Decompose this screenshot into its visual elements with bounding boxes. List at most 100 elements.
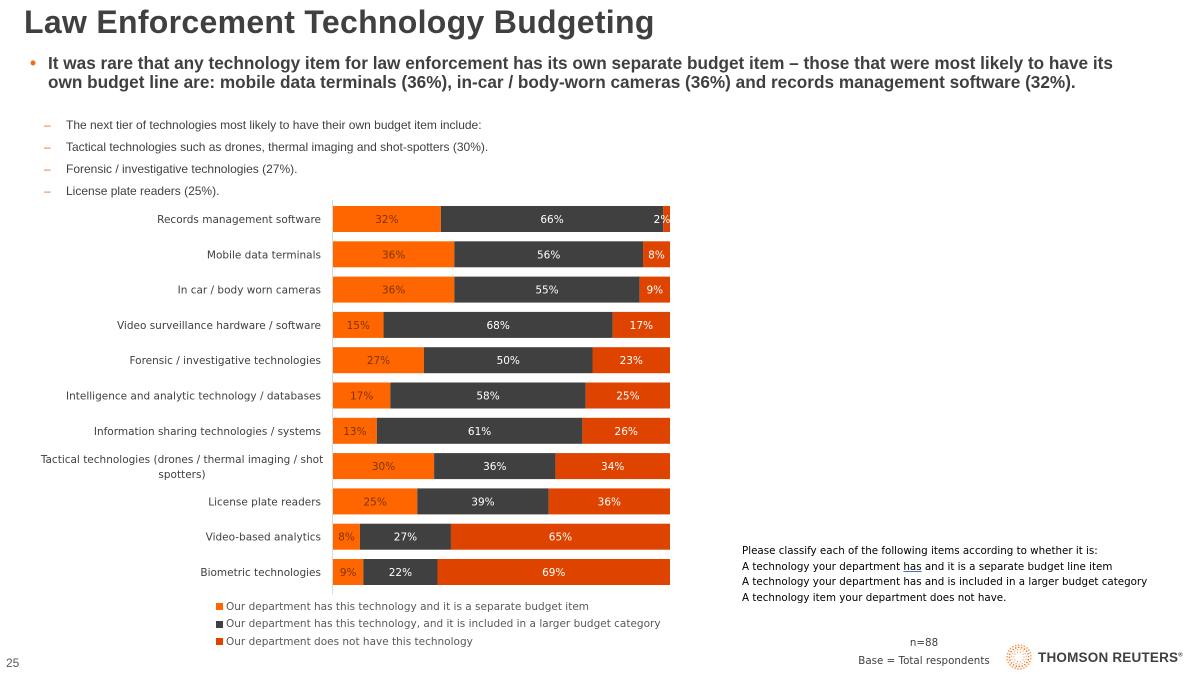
bar-segment (333, 417, 377, 444)
logo-dot (1027, 658, 1030, 661)
bar-row: Video surveillance hardware / software 15… (117, 311, 670, 338)
logo-dot (1013, 650, 1016, 652)
logo-dot (1022, 653, 1024, 655)
legend-label: Our department has this technology, and … (226, 618, 661, 631)
legend-swatch (216, 603, 223, 611)
main-bullet: • It was rare that any technology item f… (30, 54, 1130, 92)
question-note: Please classify each of the following it… (742, 544, 1147, 606)
bar-segment (363, 559, 438, 585)
logo-dot (1016, 649, 1019, 651)
bar-segment (333, 559, 364, 585)
logo-dot (1020, 646, 1023, 649)
legend-item-included: Our department has this technology, and … (216, 616, 661, 634)
dotted-sphere-icon (1006, 644, 1032, 670)
note-text: and it is a separate budget line item (921, 560, 1113, 573)
logo-dot (1029, 654, 1032, 657)
data-label: 65% (549, 532, 572, 544)
data-label: 36% (382, 249, 405, 261)
data-label: 36% (483, 461, 506, 473)
logo-dot (1029, 660, 1031, 663)
stacked-bar-chart: Records management software 32% 66% 2% Mobil… (40, 200, 671, 595)
logo-dot (1026, 661, 1028, 664)
category-label: Mobile data terminals (207, 249, 321, 261)
category-label: Video-based analytics (206, 532, 321, 544)
bar-segment (585, 382, 670, 409)
data-label: 26% (615, 426, 638, 438)
sub-bullet-text: Forensic / investigative technologies (2… (66, 162, 298, 176)
data-label: 13% (343, 426, 366, 438)
bar-row: Intelligence and analytic technology / d… (66, 382, 670, 409)
bar-segment (582, 417, 670, 444)
data-label: 25% (616, 391, 639, 403)
dash-icon: – (44, 118, 51, 132)
logo-dot (1017, 644, 1020, 647)
logo-dot (1022, 659, 1024, 661)
logo-dot (1023, 645, 1026, 648)
bar-segment (390, 382, 586, 409)
logo-dot (1013, 656, 1015, 658)
bar-segment (376, 417, 583, 444)
data-label: 8% (648, 249, 665, 261)
legend-item-separate: Our department has this technology and i… (216, 598, 661, 616)
data-label: 32% (375, 214, 398, 226)
slide-title: Law Enforcement Technology Budgeting (24, 4, 655, 40)
logo-dot (1009, 647, 1012, 650)
logo-dot (1027, 649, 1030, 652)
logo-dot (1011, 658, 1013, 661)
sub-bullet-list: – The next tier of technologies most like… (44, 116, 488, 204)
bar-row: Tactical technologies (drones / thermal … (40, 453, 670, 481)
data-label: 58% (476, 391, 499, 403)
data-label: 68% (486, 320, 509, 332)
sub-bullet-text: The next tier of technologies most likel… (66, 118, 482, 132)
bar-row: In car / body worn cameras 36% 55% 9% (178, 276, 670, 303)
data-label: 23% (620, 355, 643, 367)
logo-dot (1014, 653, 1016, 655)
bar-segment (333, 453, 435, 480)
bar-segment (434, 453, 556, 480)
logo-dot (1019, 661, 1022, 663)
logo-dot (1024, 652, 1026, 654)
data-label: 2% (654, 214, 671, 226)
dash-icon: – (44, 162, 51, 176)
bar-segment (333, 206, 441, 232)
data-label: 25% (363, 496, 386, 508)
data-label: 8% (338, 532, 355, 544)
logo-dot (1023, 661, 1026, 663)
logo-dot (1015, 663, 1017, 665)
category-label: Records management software (157, 214, 321, 226)
logo-dot (1018, 665, 1021, 668)
logo-dot (1007, 650, 1010, 652)
data-label: 17% (630, 320, 653, 332)
logo-dot (1008, 653, 1011, 656)
bullet-dot-icon: • (30, 53, 37, 73)
bar-row: Video-based analytics 8% 27% 65% (206, 523, 670, 550)
bar-segment (423, 347, 593, 374)
logo-dot (1015, 665, 1018, 668)
logo-dot (1022, 666, 1025, 669)
data-label: 36% (382, 285, 405, 297)
logo-dot (1025, 658, 1027, 660)
logo-dot (1027, 655, 1030, 658)
bar-segment (333, 276, 455, 303)
logo-dot (1016, 661, 1019, 663)
data-label: 56% (537, 249, 560, 261)
sample-size: n=88 (909, 637, 939, 649)
logo-dot (1014, 644, 1017, 647)
logo-dot (1020, 644, 1023, 647)
category-label: Tactical technologies (drones / thermal … (40, 454, 323, 481)
bar-segment (663, 206, 670, 232)
bar-segment (437, 559, 670, 585)
bar-row: License plate readers 25% 39% 36% (208, 488, 670, 515)
main-bullet-text: It was rare that any technology item for… (48, 53, 1113, 92)
logo-dot (1024, 663, 1026, 666)
note-text-underlined: has (903, 560, 922, 573)
bar-segment (333, 523, 360, 550)
logo-dot (1010, 662, 1013, 664)
logo-dot (1014, 667, 1017, 670)
legend-label: Our department does not have this techno… (226, 635, 473, 648)
logo-dot (1018, 663, 1020, 665)
base-label: Base = Total respondents (858, 655, 990, 667)
note-line: A technology your department has and is … (742, 576, 1148, 588)
data-label: 55% (535, 285, 558, 297)
logo-dot (1010, 650, 1012, 653)
